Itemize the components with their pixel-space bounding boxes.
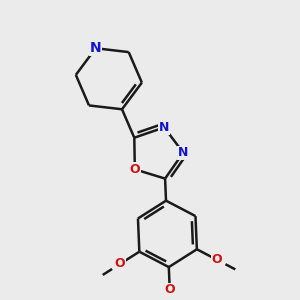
Text: O: O <box>164 284 175 296</box>
Text: O: O <box>115 257 125 270</box>
Text: O: O <box>212 253 222 266</box>
Text: N: N <box>178 146 188 159</box>
Text: N: N <box>90 41 101 55</box>
Text: O: O <box>130 163 140 176</box>
Text: N: N <box>159 121 169 134</box>
